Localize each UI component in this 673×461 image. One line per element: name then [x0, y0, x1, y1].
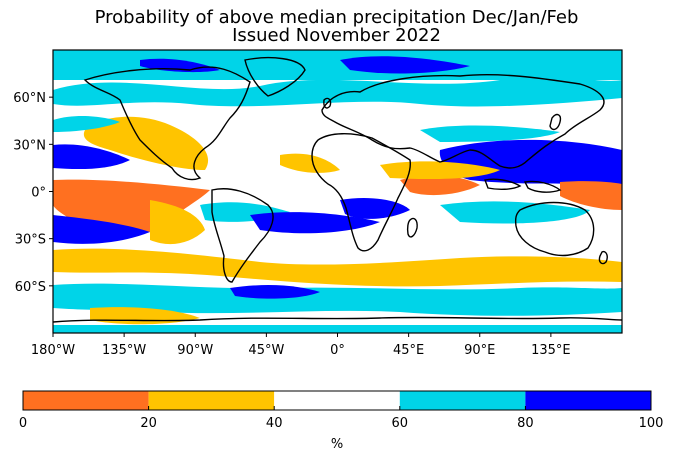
- lat-tick-label: 30°N: [13, 138, 46, 153]
- japan-outline: [549, 113, 562, 131]
- antarctica-outline: [53, 316, 622, 323]
- lon-tick-label: 90°W: [177, 343, 213, 358]
- siberia-very-wet: [340, 56, 470, 74]
- colorbar-tick-label: 60: [392, 416, 409, 431]
- south-pacific-very-wet: [53, 215, 150, 244]
- colorbar-unit-label: %: [331, 437, 343, 452]
- colorbar-bins: [23, 391, 651, 410]
- new-zealand-outline: [598, 250, 608, 265]
- arctic-wet-band: [53, 50, 622, 80]
- indonesia-outline: [484, 178, 522, 191]
- lat-tick-label: 60°N: [13, 91, 46, 106]
- lat-tick-label: 60°S: [15, 280, 46, 295]
- colorbar-bin: [399, 391, 526, 410]
- colorbar-tick-label: 80: [517, 416, 534, 431]
- northern-wet-band: [53, 77, 622, 107]
- north-pacific-wet: [53, 116, 120, 132]
- colorbar-ticks: 0 20 40 60 80 100: [19, 406, 664, 431]
- north-pacific-dry: [83, 116, 209, 170]
- lat-tick-label: 0°: [31, 186, 46, 201]
- indian-ocean-very-dry: [400, 175, 480, 196]
- southern-africa-very-wet: [340, 198, 410, 219]
- lat-tick-label: 30°S: [15, 233, 46, 248]
- east-asia-wet: [420, 125, 560, 142]
- north-america-outline: [83, 66, 251, 181]
- colorbar-tick-label: 100: [639, 416, 664, 431]
- southern-ocean-wet: [53, 283, 622, 316]
- east-pacific-dry: [150, 200, 205, 245]
- colorbar-bin: [274, 391, 400, 410]
- new-guinea-outline: [523, 180, 562, 193]
- lon-tick-label: 45°E: [393, 343, 424, 358]
- australia-outline: [514, 201, 595, 257]
- colorbar: 0 20 40 60 80 100 %: [19, 390, 664, 452]
- map-title: Probability of above median precipitatio…: [94, 7, 579, 28]
- central-pacific-very-wet: [53, 144, 130, 170]
- colorbar-tick-label: 20: [140, 416, 157, 431]
- latitude-ticks: 60°N 30°N 0° 30°S 60°S: [13, 91, 53, 295]
- lon-tick-label: 0°: [330, 343, 345, 358]
- west-pacific-very-wet: [439, 139, 622, 185]
- colorbar-frame: [22, 390, 652, 411]
- colorbar-bin: [525, 391, 651, 410]
- southern-dry-band: [53, 248, 622, 287]
- southern-ocean-very-wet: [230, 285, 320, 299]
- lon-tick-label: 180°W: [31, 343, 75, 358]
- africa-outline: [311, 133, 412, 252]
- uk-outline: [323, 97, 332, 109]
- madagascar-outline: [406, 217, 418, 238]
- lon-tick-label: 135°W: [102, 343, 146, 358]
- eurasia-outline: [321, 74, 605, 169]
- colorbar-bin: [148, 391, 275, 410]
- colorbar-bin: [23, 391, 149, 410]
- antarctic-wet: [53, 325, 622, 333]
- south-atlantic-very-wet: [250, 212, 380, 234]
- greenland-outline: [244, 57, 306, 97]
- colorbar-tick-label: 0: [19, 416, 27, 431]
- lon-tick-label: 90°E: [464, 343, 495, 358]
- lon-tick-label: 45°W: [248, 343, 284, 358]
- coastlines: [53, 57, 622, 323]
- date-line-very-dry: [560, 181, 622, 210]
- precipitation-field: [53, 50, 622, 333]
- map-subtitle: Issued November 2022: [232, 25, 441, 46]
- south-america-outline: [211, 188, 274, 283]
- atlantic-dry: [280, 153, 340, 173]
- south-indian-wet: [440, 201, 590, 224]
- lon-tick-label: 135°E: [531, 343, 571, 358]
- longitude-ticks: 180°W 135°W 90°W 45°W 0° 45°E 90°E 135°E: [31, 333, 571, 358]
- colorbar-tick-label: 40: [266, 416, 283, 431]
